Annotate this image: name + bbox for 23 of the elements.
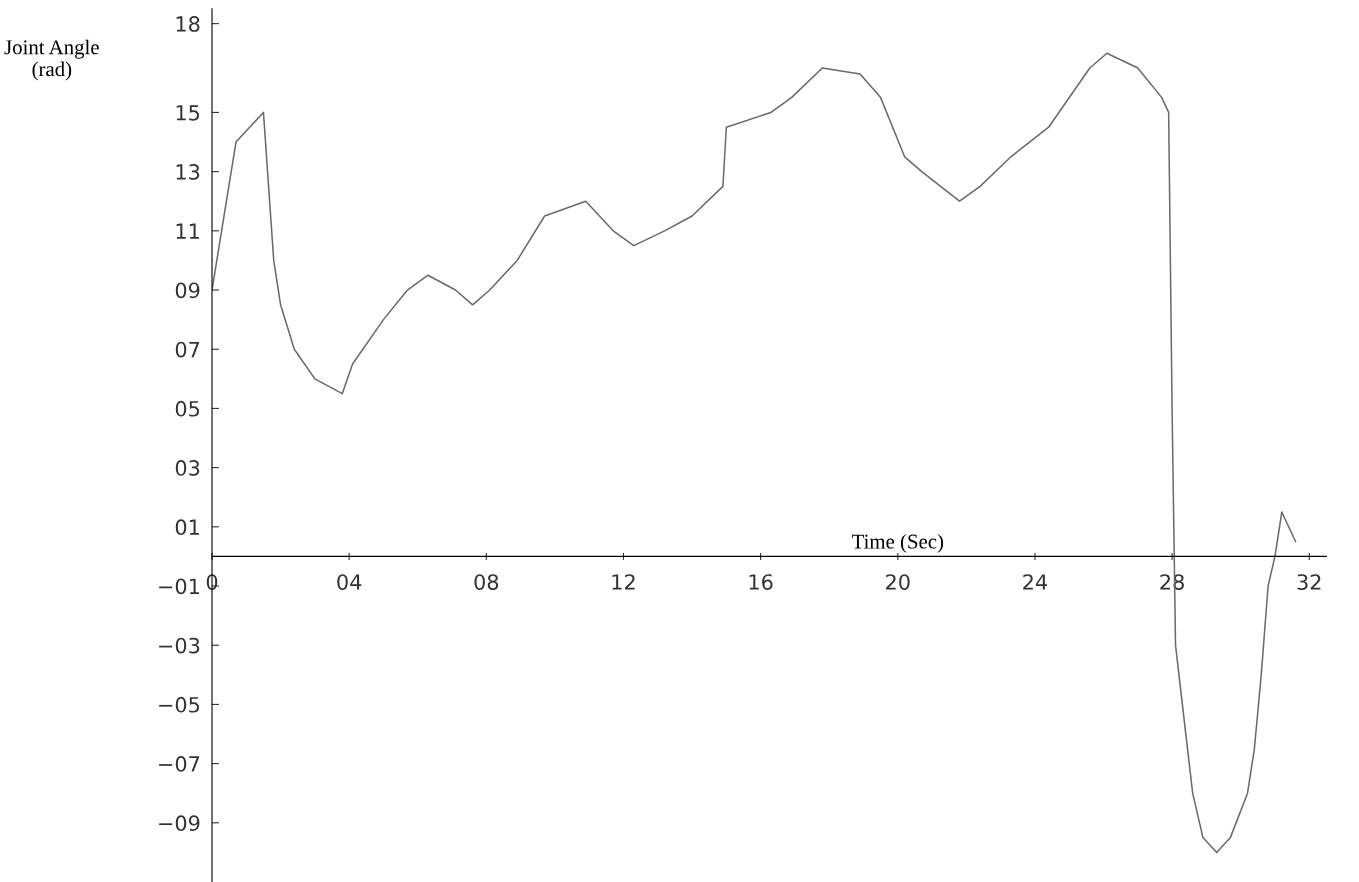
y-tick-label: 07 (175, 341, 200, 358)
x-tick-label: 12 (612, 574, 635, 590)
y-tick-label: −05 (159, 696, 200, 713)
y-tick-label: 18 (176, 16, 200, 32)
x-tick-label: 08 (474, 574, 499, 590)
x-tick-label: 32 (1297, 574, 1321, 590)
y-tick-label: 03 (175, 460, 200, 476)
x-tick-label: 24 (1023, 574, 1048, 590)
x-axis-title: Time (Sec) (851, 533, 944, 553)
y-tick-label: −01 (159, 578, 199, 595)
y-tick-label: −07 (159, 756, 200, 772)
y-tick-label: 01 (175, 519, 199, 536)
y-tick-label: 05 (175, 400, 200, 417)
y-axis-title: Joint Angle (rad) (4, 39, 99, 81)
y-tick-label: 09 (175, 282, 200, 299)
x-tick-label: 20 (886, 574, 910, 590)
y-tick-label: 13 (176, 164, 200, 180)
y-tick-label: −09 (159, 815, 200, 832)
y-tick-label: 15 (176, 105, 200, 121)
x-tick-label: 04 (337, 574, 362, 590)
y-tick-label: −03 (159, 637, 200, 654)
y-tick-label: 11 (176, 223, 199, 239)
x-tick-label: 16 (749, 574, 773, 590)
